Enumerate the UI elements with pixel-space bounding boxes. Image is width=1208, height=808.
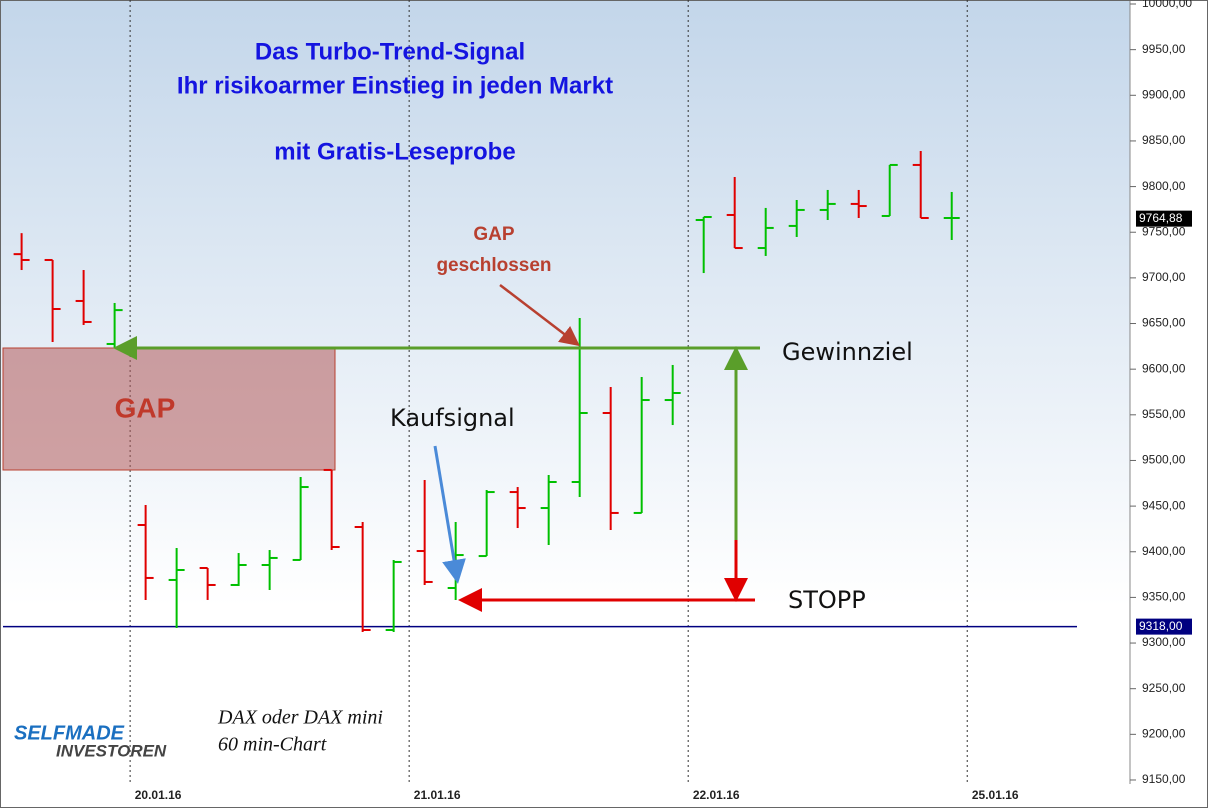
y-tick-label: 9600,00 — [1142, 361, 1186, 375]
support-label: 9318,00 — [1139, 619, 1183, 633]
y-tick-label: 9900,00 — [1142, 87, 1186, 101]
gap-label: GAP — [115, 392, 176, 423]
last-price-label: 9764,88 — [1139, 211, 1183, 225]
gap-zone — [2, 347, 336, 471]
y-tick-label: 9200,00 — [1142, 727, 1186, 741]
headline: mit Gratis-Leseprobe — [274, 138, 515, 165]
headline: Das Turbo-Trend-Signal — [255, 38, 525, 65]
caption: DAX oder DAX mini — [217, 707, 383, 729]
x-tick-label: 20.01.16 — [135, 788, 182, 802]
y-tick-label: 9150,00 — [1142, 772, 1186, 786]
support-tag — [1136, 618, 1192, 635]
x-tick-label: 21.01.16 — [414, 788, 461, 802]
signal-label: Kaufsignal — [390, 404, 515, 432]
y-tick-label: 9950,00 — [1142, 42, 1186, 56]
x-tick-label: 25.01.16 — [972, 788, 1019, 802]
target-label: Gewinnziel — [782, 338, 913, 366]
gap-closed-arrow — [499, 284, 580, 347]
y-tick-label: 9650,00 — [1142, 316, 1186, 330]
signal-arrow — [433, 445, 466, 584]
axis-panel — [1130, 0, 1208, 808]
x-tick-label: 22.01.16 — [693, 788, 740, 802]
y-tick-label: 9400,00 — [1142, 544, 1186, 558]
y-tick-label: 9800,00 — [1142, 179, 1186, 193]
y-tick-label: 9250,00 — [1142, 681, 1186, 695]
y-tick-label: 9700,00 — [1142, 270, 1186, 284]
stop-label: STOPP — [788, 586, 866, 614]
gap-closed-label: GAP — [473, 224, 515, 245]
y-tick-label: 9550,00 — [1142, 407, 1186, 421]
headline: Ihr risikoarmer Einstieg in jeden Markt — [177, 72, 613, 99]
y-tick-label: 9500,00 — [1142, 453, 1186, 467]
y-tick-label: 9350,00 — [1142, 590, 1186, 604]
y-tick-label: 10000,00 — [1142, 0, 1192, 10]
y-tick-label: 9850,00 — [1142, 133, 1186, 147]
caption: 60 min-Chart — [218, 734, 327, 756]
logo: INVESTOREN — [56, 741, 167, 760]
y-tick-label: 9750,00 — [1142, 224, 1186, 238]
last-price-tag — [1136, 210, 1192, 227]
y-tick-label: 9300,00 — [1142, 635, 1186, 649]
logo: SELFMADE — [14, 722, 125, 744]
y-tick-label: 9450,00 — [1142, 498, 1186, 512]
gap-closed-label: geschlossen — [436, 255, 551, 276]
